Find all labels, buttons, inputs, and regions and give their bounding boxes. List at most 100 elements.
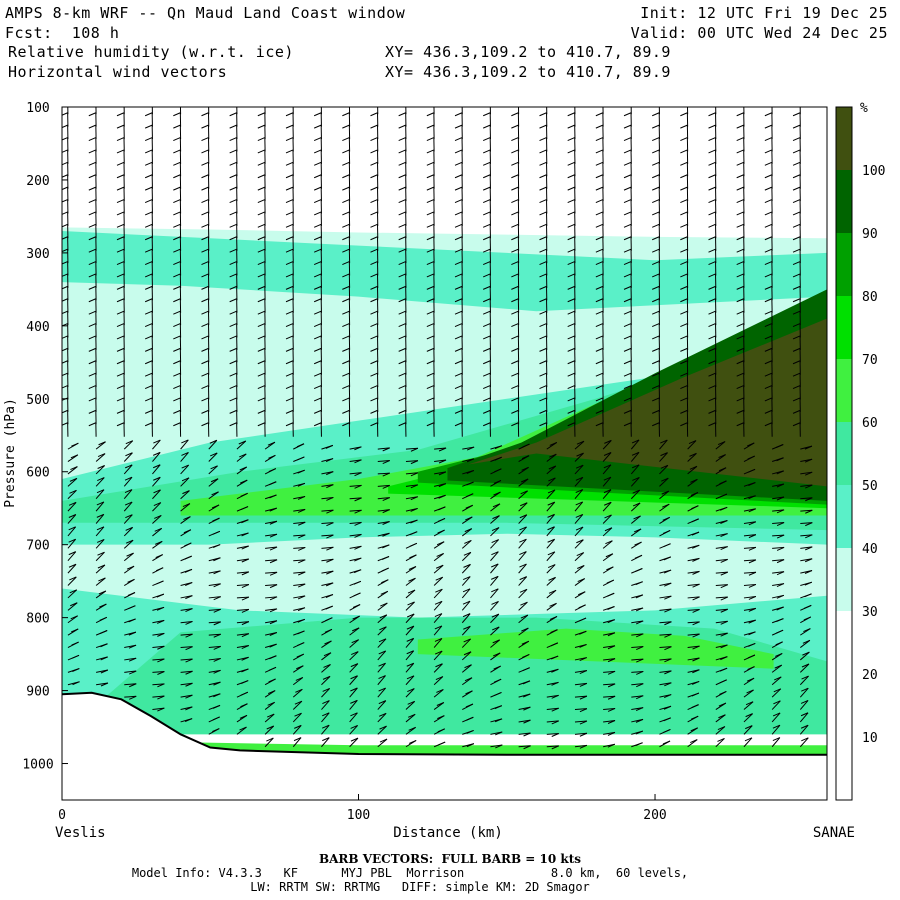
wind-barb-943 xyxy=(313,397,322,402)
wind-barb-2226 xyxy=(659,633,672,636)
wind-barb-1035 xyxy=(342,323,350,328)
wind-barb-1827 xyxy=(551,733,559,737)
wind-barb-474 xyxy=(180,682,193,686)
wind-barb-71 xyxy=(68,538,76,543)
wind-barb-1133 xyxy=(370,285,378,290)
wind-barb-988 xyxy=(321,688,331,698)
wind-barb-754 xyxy=(265,533,278,537)
wind-barb-965 xyxy=(326,546,334,551)
wind-barb-63 xyxy=(69,489,77,494)
wind-barb-1913 xyxy=(578,617,587,622)
wind-barb-257 xyxy=(125,526,133,531)
wind-barb-1704 xyxy=(518,614,529,624)
wind-barb-2083 xyxy=(623,372,632,377)
wind-barb-639 xyxy=(238,440,246,445)
wind-barb-1493 xyxy=(462,588,471,593)
wind-barb-1589 xyxy=(491,539,499,544)
wind-barb-983 xyxy=(323,652,332,657)
wind-barb-1877 xyxy=(567,385,575,390)
wind-barb-213 xyxy=(116,248,125,253)
wind-barb-1295 xyxy=(406,650,414,655)
wind-barb-1575 xyxy=(494,456,502,461)
wind-barb-668 xyxy=(236,633,249,636)
wind-barb-2657 xyxy=(772,712,781,717)
wind-barb-107 xyxy=(88,174,97,179)
wind-barb-438 xyxy=(180,452,189,462)
wind-barb-2428 xyxy=(715,596,728,599)
wind-barb-2155 xyxy=(651,174,660,179)
wind-barb-979 xyxy=(324,628,333,633)
wind-barb-337 xyxy=(144,422,153,427)
wind-barb-1782 xyxy=(546,453,557,462)
wind-barb-2379 xyxy=(708,273,716,278)
wind-barb-2393 xyxy=(708,360,716,365)
rh-band-8 xyxy=(468,318,827,487)
wind-barb-1641 xyxy=(511,211,519,216)
wind-barb-2713 xyxy=(792,409,801,414)
wind-barb-2113 xyxy=(635,568,643,572)
wind-barb-1103 xyxy=(371,100,378,103)
wind-barb-1013 xyxy=(342,186,350,191)
wind-barb-1895 xyxy=(575,501,583,506)
wind-barb-2187 xyxy=(651,372,660,377)
wind-barb-1892 xyxy=(574,489,584,500)
wind-barb-350 xyxy=(152,515,162,524)
wind-barb-159 xyxy=(96,501,105,506)
wind-barb-2022 xyxy=(603,658,616,661)
wind-barb-1190 xyxy=(377,650,387,661)
wind-barb-779 xyxy=(268,678,276,683)
wind-barb-1767 xyxy=(539,347,547,352)
wind-barb-2091 xyxy=(623,422,632,427)
wind-barb-797 xyxy=(285,137,294,142)
wind-barb-2431 xyxy=(720,608,728,613)
wind-barb-367 xyxy=(157,619,165,624)
wind-barb-2321 xyxy=(692,570,700,575)
wind-barb-2419 xyxy=(720,533,728,538)
wind-barb-241 xyxy=(116,422,125,427)
wind-barb-1811 xyxy=(550,629,558,634)
wind-barb-1497 xyxy=(462,613,471,618)
wind-barb-1347 xyxy=(426,323,435,328)
wind-barb-419 xyxy=(173,323,181,328)
wind-barb-2301 xyxy=(688,440,697,445)
wind-barb-287 xyxy=(144,112,153,117)
wind-barb-1057 xyxy=(354,472,362,477)
wind-barb-1713 xyxy=(522,667,530,672)
wind-barb-735 xyxy=(257,397,266,402)
wind-barb-2613 xyxy=(776,444,784,448)
wind-barb-854 xyxy=(293,508,306,512)
wind-barb-2137 xyxy=(635,718,644,723)
wind-barb-811 xyxy=(285,223,294,228)
wind-barb-2391 xyxy=(708,347,716,352)
wind-barb-1949 xyxy=(595,186,604,191)
wind-barb-61 xyxy=(69,477,78,482)
wind-barb-2093 xyxy=(631,439,640,444)
wind-barb-2741 xyxy=(804,593,812,598)
wind-barb-307 xyxy=(144,236,153,241)
wind-barb-207 xyxy=(116,211,125,216)
wind-barb-994 xyxy=(321,724,330,735)
wind-barb-1515 xyxy=(466,729,474,734)
wind-barb-1719 xyxy=(523,706,531,711)
wind-barb-1594 xyxy=(490,576,499,586)
wind-barb-1967 xyxy=(595,298,604,303)
wind-barb-2591 xyxy=(764,298,773,303)
wind-barb-762 xyxy=(265,584,278,587)
wind-barb-2024 xyxy=(603,670,616,673)
wind-barb-1251 xyxy=(398,372,406,377)
wind-barb-599 xyxy=(229,186,237,191)
wind-barb-121 xyxy=(88,261,97,266)
wind-barb-267 xyxy=(127,592,136,596)
wind-barb-1477 xyxy=(465,493,474,498)
wind-barb-855 xyxy=(297,508,306,513)
wind-barb-823 xyxy=(285,298,294,303)
colorbar-unit: % xyxy=(860,101,868,116)
wind-barb-1921 xyxy=(579,670,588,675)
wind-barb-2623 xyxy=(776,509,785,514)
wind-barb-435 xyxy=(173,422,181,427)
wind-barb-2045 xyxy=(623,137,632,142)
wind-barb-2565 xyxy=(764,137,773,142)
wind-barb-2527 xyxy=(748,559,757,564)
wind-barb-2409 xyxy=(718,467,727,472)
wind-barb-2429 xyxy=(720,596,728,601)
